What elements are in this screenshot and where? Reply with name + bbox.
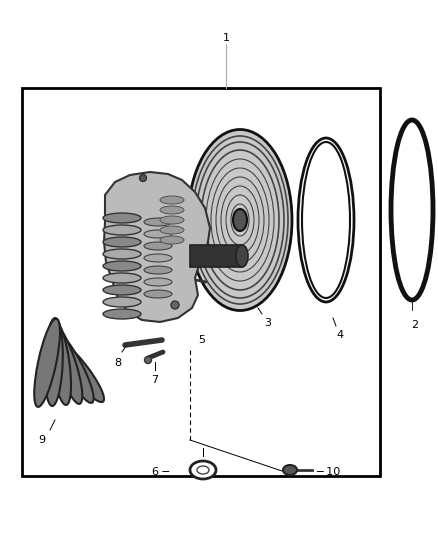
Ellipse shape [190, 461, 216, 479]
Text: 1: 1 [223, 33, 230, 43]
Ellipse shape [45, 318, 63, 406]
Bar [22, 88, 380, 476]
Ellipse shape [103, 225, 141, 235]
Text: 9: 9 [39, 435, 46, 445]
Ellipse shape [52, 330, 94, 403]
Ellipse shape [160, 226, 184, 234]
Text: 8: 8 [114, 358, 122, 368]
Text: 3: 3 [265, 318, 272, 328]
Ellipse shape [144, 242, 172, 250]
Ellipse shape [144, 290, 172, 298]
Ellipse shape [144, 218, 172, 226]
Ellipse shape [103, 309, 141, 319]
Text: 5: 5 [198, 335, 205, 345]
Ellipse shape [160, 216, 184, 224]
Ellipse shape [160, 206, 184, 214]
Text: 7: 7 [152, 375, 159, 385]
Ellipse shape [103, 261, 141, 271]
Ellipse shape [34, 319, 60, 407]
Ellipse shape [236, 245, 248, 267]
Ellipse shape [302, 142, 350, 298]
Ellipse shape [188, 130, 292, 311]
Ellipse shape [197, 466, 209, 474]
Ellipse shape [53, 338, 104, 402]
Text: 4: 4 [336, 330, 343, 340]
Ellipse shape [103, 285, 141, 295]
Ellipse shape [51, 324, 82, 404]
Ellipse shape [391, 120, 433, 300]
Text: 6 ─: 6 ─ [152, 467, 169, 477]
Circle shape [145, 357, 152, 364]
Text: ─ 10: ─ 10 [316, 467, 340, 477]
Bar [190, 245, 242, 267]
Ellipse shape [103, 273, 141, 283]
Ellipse shape [144, 254, 172, 262]
Ellipse shape [103, 237, 141, 247]
Ellipse shape [298, 138, 354, 302]
Text: 2: 2 [411, 320, 419, 330]
Ellipse shape [144, 266, 172, 274]
Ellipse shape [49, 320, 71, 405]
Ellipse shape [103, 213, 141, 223]
Ellipse shape [144, 278, 172, 286]
Ellipse shape [283, 465, 297, 475]
Ellipse shape [233, 209, 247, 231]
Polygon shape [104, 172, 210, 322]
Ellipse shape [103, 249, 141, 259]
Ellipse shape [160, 196, 184, 204]
Ellipse shape [160, 236, 184, 244]
Ellipse shape [103, 297, 141, 307]
Ellipse shape [144, 230, 172, 238]
Circle shape [171, 301, 179, 309]
Circle shape [139, 174, 146, 182]
